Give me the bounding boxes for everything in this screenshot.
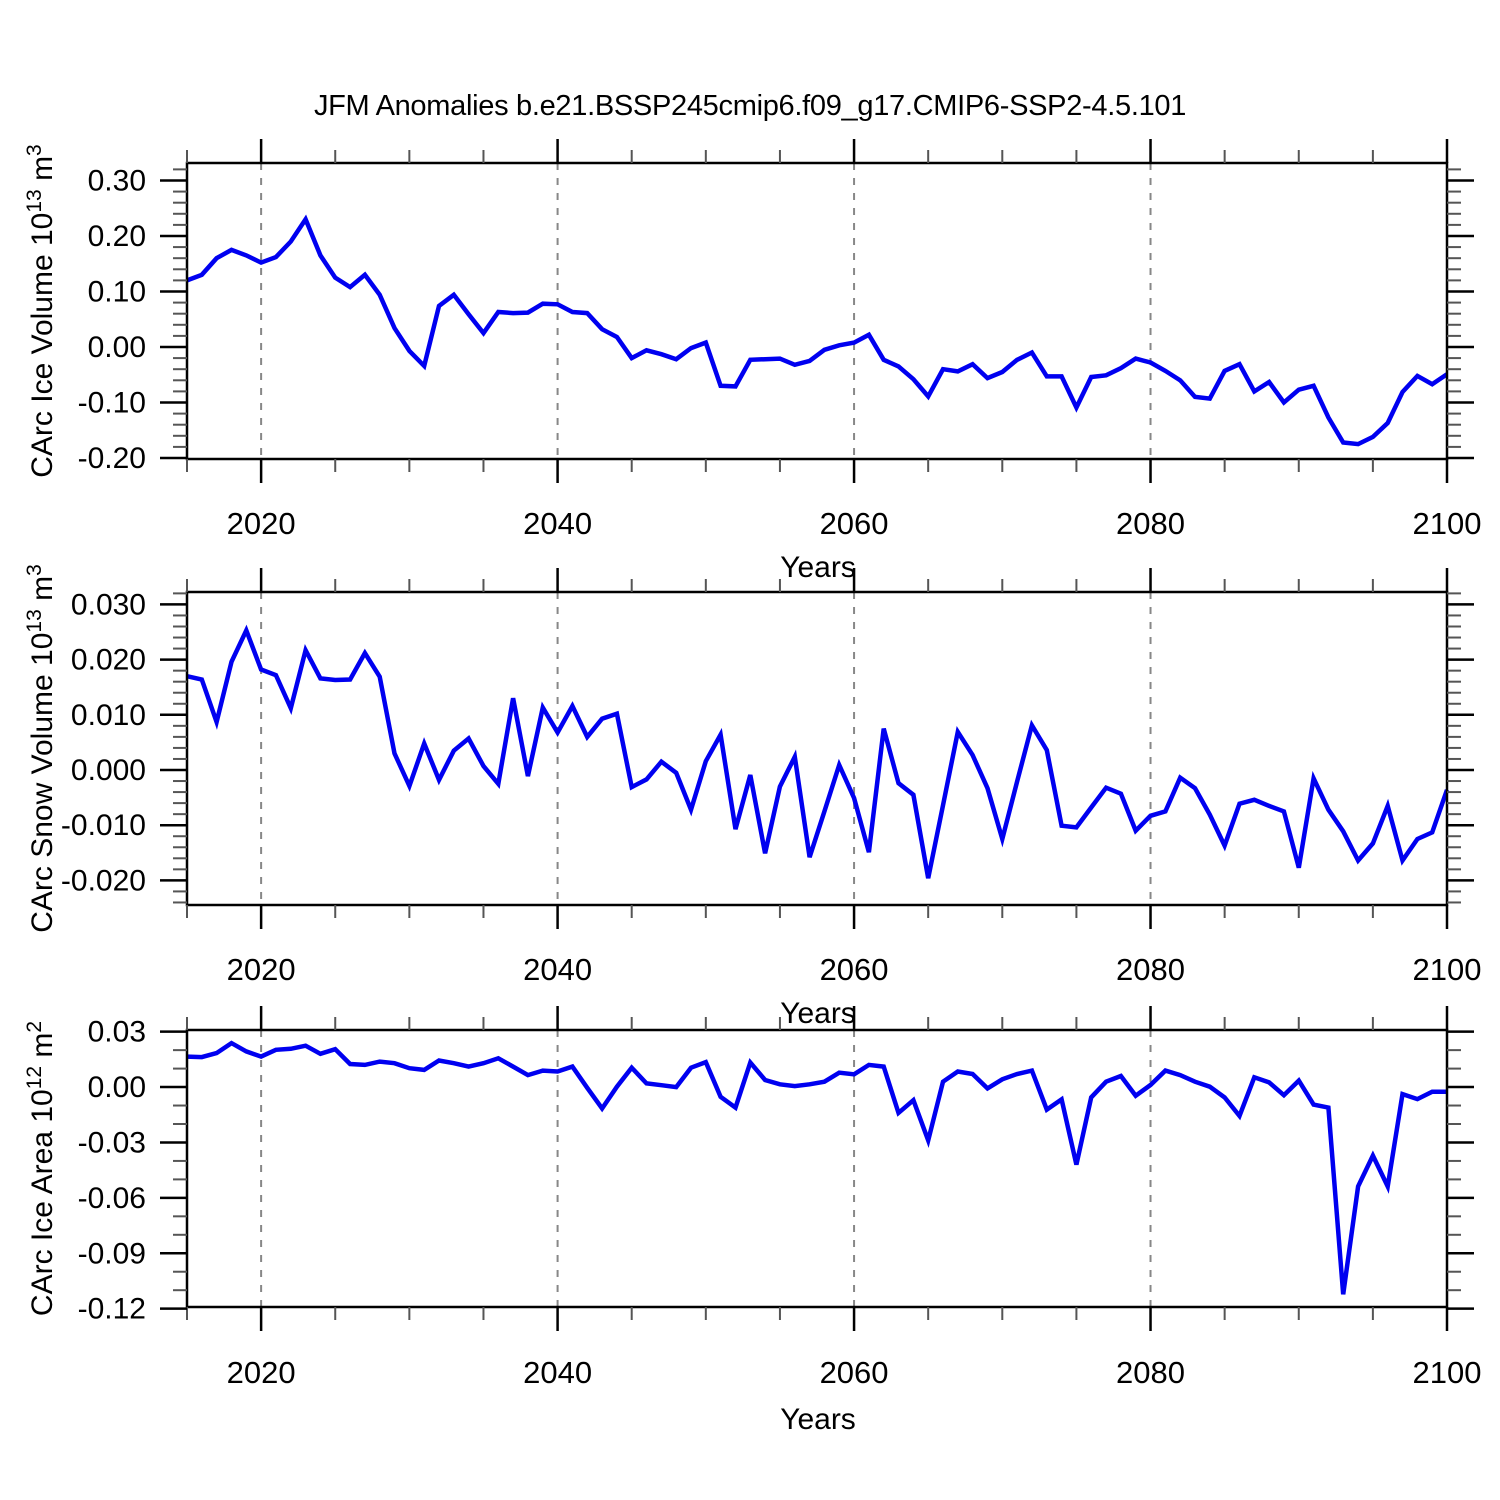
data-line-snow-volume [186, 624, 1450, 879]
panel-snow-volume: 2020 2040 2060 2080 2100 Years 0.030 0.020 0.010… [23, 564, 1481, 1030]
y-tick-label: 0.010 [71, 699, 146, 732]
y-tick-label: 0.000 [71, 754, 146, 787]
x-tick-label: 2060 [820, 952, 889, 987]
x-axis-title: Years [780, 1403, 856, 1436]
x-axis-title: Years [780, 551, 856, 584]
x-tick-label: 2040 [523, 506, 592, 541]
y-tick-label: -0.12 [78, 1293, 146, 1326]
y-axis-title: CArc Ice Volume 1013 m3 [23, 144, 59, 478]
y-tick-label: -0.20 [78, 442, 146, 475]
y-axis-title: CArc Snow Volume 1013 m3 [23, 564, 59, 933]
y-tick-label: 0.00 [88, 331, 146, 364]
y-tick-label: 0.20 [88, 220, 146, 253]
x-tick-label: 2080 [1116, 506, 1185, 541]
x-tick-label: 2100 [1413, 1355, 1482, 1390]
figure-title: JFM Anomalies b.e21.BSSP245cmip6.f09_g17… [313, 90, 1187, 122]
x-tick-label: 2100 [1413, 506, 1482, 541]
y-tick-label: 0.10 [88, 275, 146, 308]
x-tick-label: 2080 [1116, 952, 1185, 987]
y-axis-title: CArc Ice Area 1012 m2 [23, 1021, 59, 1316]
y-tick-label: -0.09 [78, 1237, 146, 1270]
y-tick-label: -0.010 [61, 809, 146, 842]
y-tick-label: 0.020 [71, 644, 146, 677]
y-tick-label: -0.06 [78, 1182, 146, 1215]
x-tick-label: 2020 [227, 952, 296, 987]
y-tick-label: 0.030 [71, 588, 146, 621]
y-tick-label: 0.03 [88, 1016, 146, 1049]
plot-frame [185, 590, 1449, 907]
x-tick-label: 2040 [523, 952, 592, 987]
panel-ice-volume: 2020 2040 2060 2080 2100 Years 0.30 0.20 0.10 0.0… [23, 139, 1481, 584]
x-tick-label: 2060 [820, 1355, 889, 1390]
y-tick-label: -0.10 [78, 386, 146, 419]
data-line-ice-volume [186, 214, 1449, 447]
x-tick-label: 2080 [1116, 1355, 1185, 1390]
x-axis-title: Years [780, 997, 856, 1030]
plot-frame [185, 161, 1449, 461]
y-tick-label: 0.30 [88, 164, 146, 197]
y-tick-label: 0.00 [88, 1071, 146, 1104]
x-tick-label: 2100 [1413, 952, 1482, 987]
x-tick-label: 2020 [227, 1355, 296, 1390]
plot-frame [185, 1028, 1449, 1309]
x-tick-label: 2020 [227, 506, 296, 541]
y-tick-label: -0.020 [61, 864, 146, 897]
data-line-ice-area [186, 1040, 1447, 1295]
x-tick-label: 2040 [523, 1355, 592, 1390]
panel-ice-area: 2020 2040 2060 2080 2100 Years 0.03 0.00 -0.03 -0… [23, 1006, 1481, 1436]
y-tick-label: -0.03 [78, 1126, 146, 1159]
x-tick-label: 2060 [820, 506, 889, 541]
